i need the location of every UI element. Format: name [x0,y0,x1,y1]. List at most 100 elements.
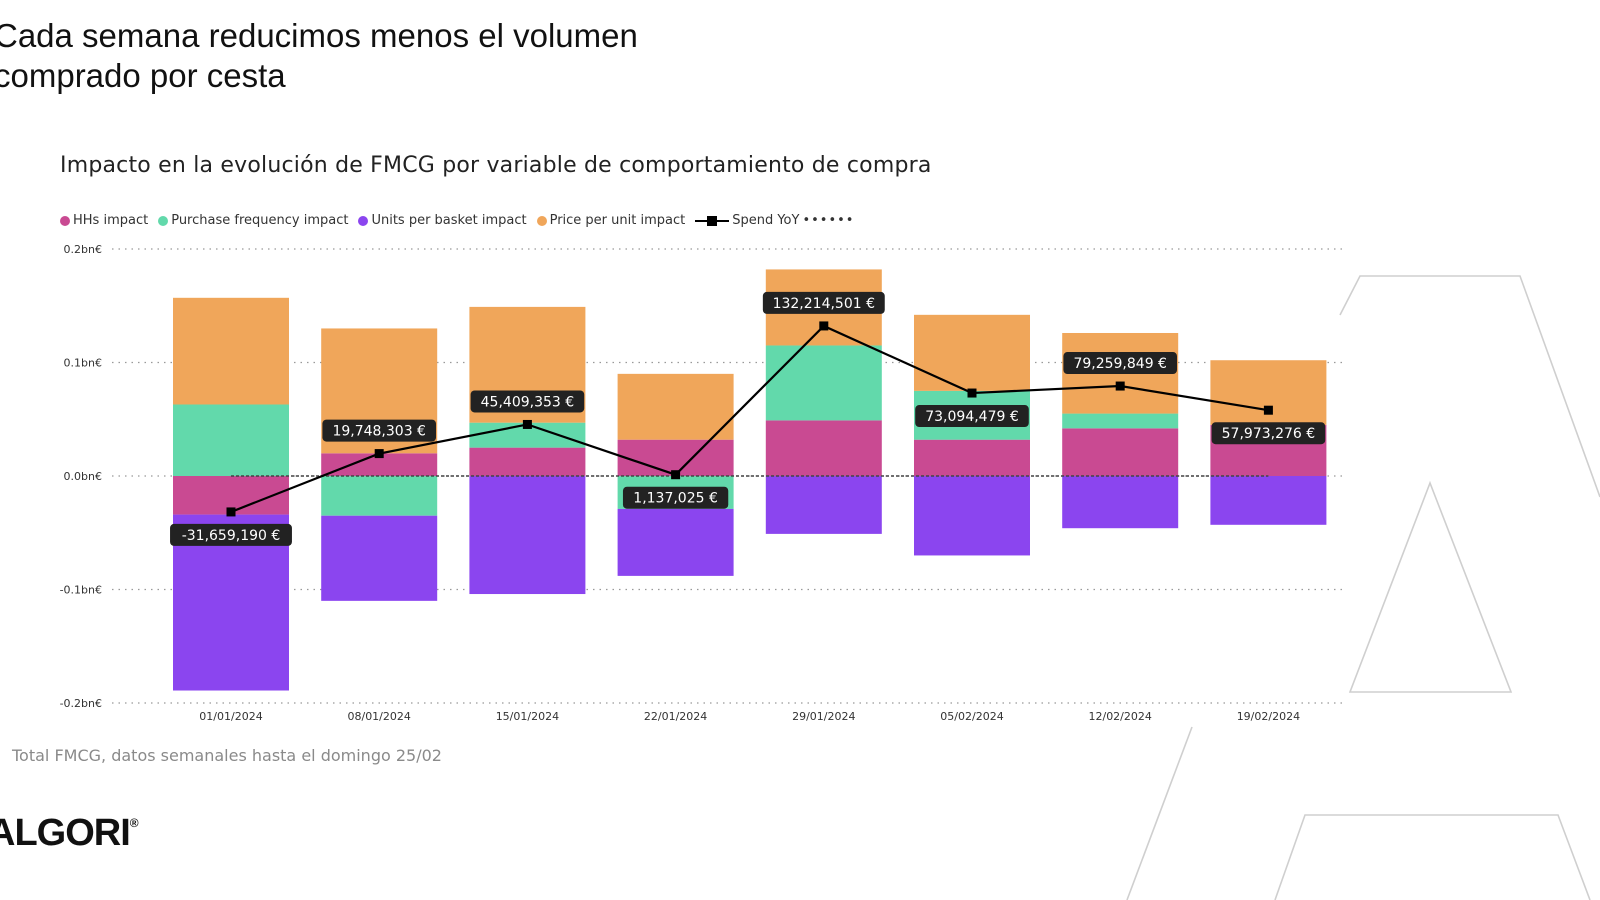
x-tick-label: 19/02/2024 [1237,710,1300,723]
x-tick-label: 05/02/2024 [940,710,1003,723]
legend-dotted-line-icon: •••••• [802,213,855,228]
spend-yoy-marker [819,321,829,331]
spend-yoy-marker [226,507,236,517]
y-tick-label: 0.2bn€ [64,243,102,256]
bar-segment-frequency [1062,413,1179,429]
chart-legend: HHs impact Purchase frequency impact Uni… [60,213,858,228]
registered-mark: ® [129,816,139,830]
legend-dot-price [536,215,547,226]
bar-segment-hhs [321,453,438,476]
bar-segment-hhs [914,439,1030,476]
bar-segment-units [1062,476,1179,529]
legend-dot-units [358,215,369,226]
bar-segment-units [617,508,734,576]
headline: Cada semana reducimos menos el volumen c… [0,16,638,96]
data-label-text: -31,659,190 € [182,528,281,544]
spend-yoy-marker [967,388,977,398]
data-label: 73,094,479 € [915,405,1029,428]
data-label-text: 73,094,479 € [925,409,1019,425]
y-tick-label: 0.0bn€ [64,470,102,483]
bar-segment-hhs [617,439,734,476]
y-tick-label: 0.1bn€ [64,357,102,370]
spend-yoy-line [226,321,1273,517]
bar-segment-frequency [321,476,438,516]
x-axis: 01/01/2024 08/01/2024 15/01/2024 22/01/2024… [199,710,1300,723]
bar-segment-price [1210,360,1327,425]
x-tick-label: 29/01/2024 [792,710,855,723]
bar-segment-units [765,476,882,534]
algori-logo: ALGORI® [0,812,139,855]
y-tick-label: -0.1bn€ [60,584,102,597]
spend-yoy-marker [1263,405,1273,415]
bar-segment-frequency [173,404,289,476]
data-label: 45,409,353 € [470,390,585,413]
data-labels: -31,659,190 € 19,748,303 € 45,409,353 € 1,1… [170,291,1326,546]
bar-segment-hhs [469,447,586,476]
watermark-stroke-upper [1339,275,1600,498]
chart-title: Impacto en la evolución de FMCG por vari… [60,153,932,178]
legend-label-spend-yoy: Spend YoY [732,213,800,228]
watermark-stroke-left [1126,726,1193,900]
bar-segment-units [321,515,438,601]
data-label-bg [322,419,436,442]
data-label: 19,748,303 € [322,419,436,442]
data-label: -31,659,190 € [170,523,292,546]
data-label-text: 19,748,303 € [332,424,426,440]
x-tick-label: 22/01/2024 [644,710,707,723]
data-label-text: 1,137,025 € [633,491,718,507]
data-label: 1,137,025 € [622,486,729,509]
data-label-bg [470,390,585,413]
bar-segment-price [173,297,289,405]
legend-label-frequency: Purchase frequency impact [171,213,349,228]
spend-yoy-marker [1115,381,1125,391]
spend-yoy-marker [374,449,384,459]
legend-item-units[interactable]: Units per basket impact [358,213,527,228]
legend-item-spend-yoy[interactable]: Spend YoY •••••• [695,213,854,228]
footnote: Total FMCG, datos semanales hasta el dom… [12,746,442,765]
data-label: 132,214,501 € [762,291,885,314]
bar-segment-units [914,476,1030,556]
legend-dot-hhs [60,215,70,226]
bar-segment-frequency [765,345,882,421]
bar-segment-units [469,476,586,595]
headline-line-1: Cada semana reducimos menos el volumen [0,17,638,54]
data-label-bg [915,405,1029,428]
data-label-bg [622,486,729,509]
legend-line-marker-icon [695,215,730,226]
bar-segment-price [617,373,734,440]
legend-label-units: Units per basket impact [371,213,527,228]
x-tick-label: 08/01/2024 [347,710,410,723]
data-label-text: 132,214,501 € [773,296,875,312]
headline-line-2: comprado por cesta [0,57,286,94]
data-label: 79,259,849 € [1063,352,1177,375]
bars [173,269,1327,691]
legend-item-price[interactable]: Price per unit impact [536,213,686,228]
legend-item-frequency[interactable]: Purchase frequency impact [158,213,348,228]
spend-yoy-marker [671,470,681,480]
legend-label-price: Price per unit impact [549,213,686,228]
x-tick-label: 12/02/2024 [1088,710,1151,723]
logo-text: ALGORI [0,812,131,854]
y-tick-label: -0.2bn€ [60,697,102,710]
bar-segment-hhs [765,420,882,476]
spend-yoy-polyline [230,324,1269,513]
data-label-text: 79,259,849 € [1073,356,1167,372]
data-label-text: 45,409,353 € [481,394,575,410]
data-label-bg [1063,352,1177,375]
bar-segment-hhs [1062,428,1179,476]
legend-label-hhs: HHs impact [73,213,149,228]
x-tick-label: 15/01/2024 [496,710,559,723]
legend-dot-frequency [158,215,169,226]
bar-segment-price [914,314,1030,391]
data-label-text: 57,973,276 € [1222,426,1316,442]
data-label-bg [1211,422,1326,445]
legend-item-hhs[interactable]: HHs impact [60,213,148,228]
spend-yoy-marker [522,419,532,429]
watermark-stroke-lower [1274,814,1591,900]
data-label-bg [762,291,885,314]
data-label-bg [170,523,292,546]
bar-segment-units [1210,476,1327,525]
watermark-triangle [1348,480,1513,693]
watermark-logo [1126,275,1600,900]
